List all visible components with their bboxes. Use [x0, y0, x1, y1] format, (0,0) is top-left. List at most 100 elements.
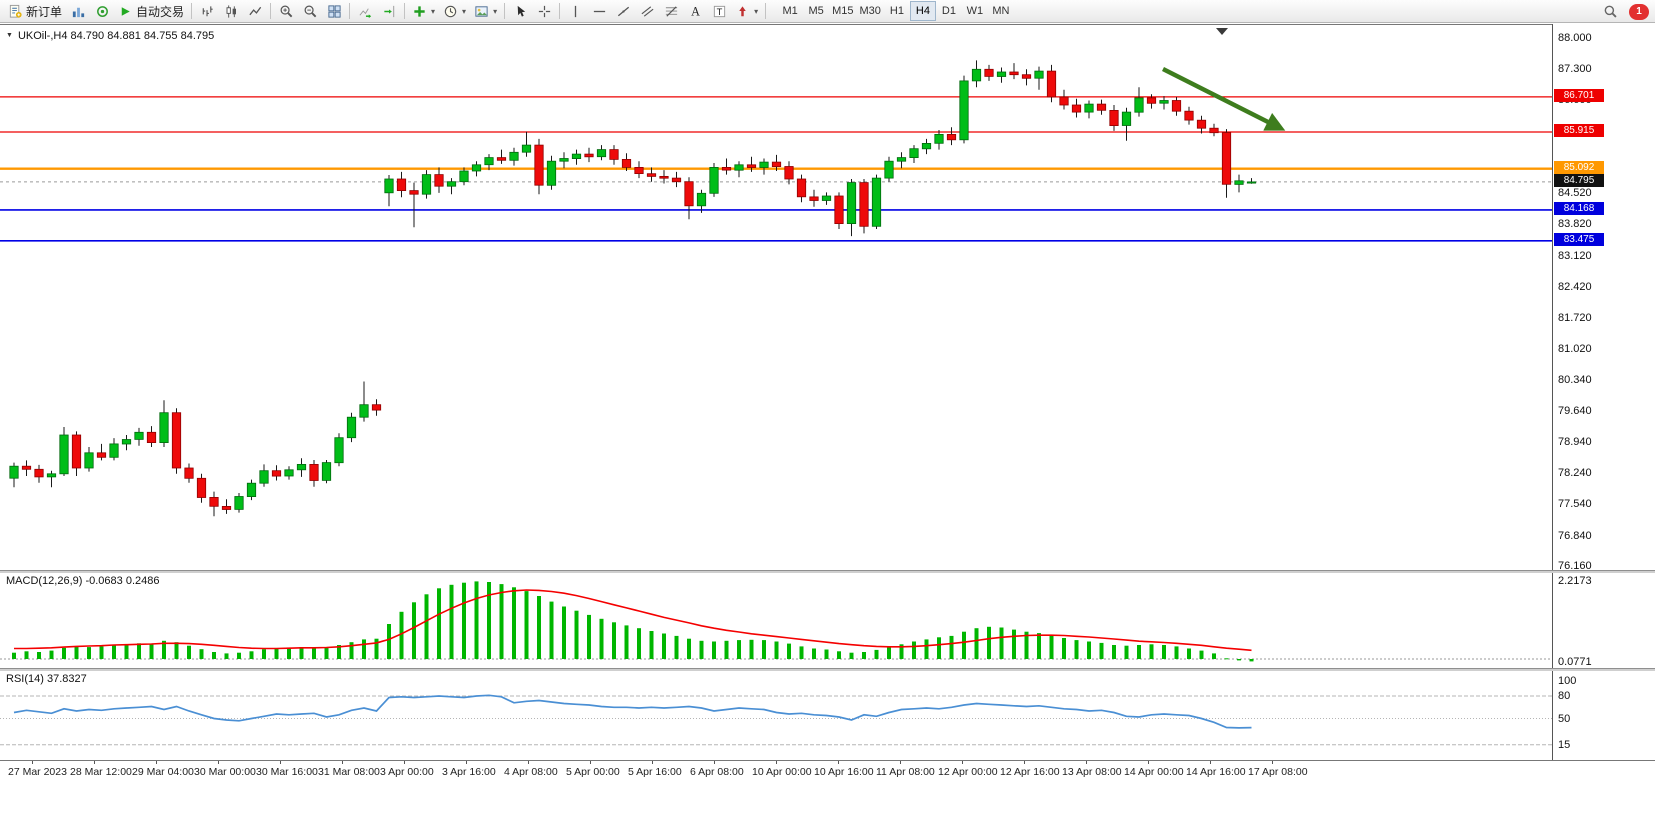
trendline-button[interactable]	[611, 1, 635, 21]
support-line-badge[interactable]: 83.475	[1554, 233, 1604, 246]
timeframe-m15[interactable]: M15	[829, 1, 856, 21]
candles-layer	[9, 60, 1257, 517]
support-line-badge[interactable]: 84.168	[1554, 202, 1604, 215]
rsi-axis-label: 100	[1558, 675, 1577, 687]
new-order-button-label: 新订单	[26, 4, 63, 19]
time-axis-label: 14 Apr 16:00	[1186, 766, 1246, 778]
macd-indicator-pane: MACD(12,26,9) -0.0683 0.2486	[0, 572, 1552, 670]
time-axis-label: 10 Apr 16:00	[814, 766, 874, 778]
vertical-line-icon	[574, 5, 576, 17]
crosshair-button[interactable]	[532, 1, 556, 21]
equidistant-channel-button[interactable]	[635, 1, 659, 21]
clock-icon	[444, 5, 457, 17]
new-order-icon	[9, 4, 22, 18]
quote-dropdown-icon[interactable]	[6, 30, 13, 42]
time-axis-label: 30 Mar 00:00	[194, 766, 256, 778]
toolbar-separator	[765, 3, 767, 19]
periods-button[interactable]	[439, 1, 470, 21]
timeframe-mn[interactable]: MN	[988, 1, 1014, 21]
price-axis-label: 79.640	[1558, 405, 1592, 417]
price-axis-label: 83.820	[1558, 218, 1592, 230]
time-axis[interactable]: 27 Mar 2023 28 Mar 12:00 29 Mar 04:00 30 Ma…	[0, 760, 1655, 783]
time-axis-tick	[652, 761, 653, 764]
rsi-chart-canvas[interactable]	[0, 670, 1552, 760]
pane-separator[interactable]	[0, 570, 1655, 573]
pane-separator[interactable]	[0, 668, 1655, 671]
tile-windows-button[interactable]	[322, 1, 346, 21]
time-axis-tick	[342, 761, 343, 764]
toolbar-separator	[191, 3, 193, 19]
chart-shift-icon	[383, 5, 394, 17]
pivot-line-badge[interactable]: 85.092	[1554, 161, 1604, 174]
price-chart-pane: UKOil-,H4 84.790 84.881 84.755 84.795	[0, 24, 1552, 573]
time-axis-tick	[714, 761, 715, 764]
price-chart-canvas[interactable]	[0, 25, 1552, 573]
time-axis-label: 6 Apr 08:00	[690, 766, 744, 778]
rsi-axis-label: 50	[1558, 713, 1571, 725]
time-axis-tick	[94, 761, 95, 764]
bar-chart-icon	[202, 5, 213, 16]
timeframe-m1[interactable]: M1	[777, 1, 803, 21]
textbox-icon: T	[713, 5, 725, 17]
time-axis-label: 12 Apr 16:00	[1000, 766, 1060, 778]
time-axis-tick	[900, 761, 901, 764]
crosshair-icon	[538, 5, 550, 17]
chart-shift-marker-icon[interactable]	[1216, 28, 1228, 35]
notification-badge[interactable]: 1	[1629, 3, 1649, 20]
price-axis-label: 87.300	[1558, 63, 1592, 75]
chart-shift-button[interactable]	[377, 1, 401, 21]
candlestick-chart-button[interactable]	[219, 1, 243, 21]
indicators-button[interactable]	[408, 1, 439, 21]
rsi-indicator-pane: RSI(14) 37.8327	[0, 670, 1552, 760]
toolbar-separator	[270, 3, 272, 19]
time-axis-tick	[776, 761, 777, 764]
macd-chart-canvas[interactable]	[0, 572, 1552, 670]
bid-price-badge[interactable]: 84.795	[1554, 174, 1604, 187]
auto-trading-button[interactable]: 自动交易	[114, 1, 188, 21]
arrows-button[interactable]	[731, 1, 762, 21]
timeframe-m5[interactable]: M5	[803, 1, 829, 21]
chart-search-button[interactable]	[1598, 2, 1622, 22]
search-icon	[1604, 5, 1617, 18]
zoom-in-button[interactable]	[274, 1, 298, 21]
fibonacci-button[interactable]	[659, 1, 683, 21]
arrows-icon	[739, 5, 746, 16]
bottom-spacer	[0, 782, 1655, 826]
time-axis-tick	[156, 761, 157, 764]
auto-scroll-button[interactable]	[353, 1, 377, 21]
market-watch-button[interactable]	[66, 1, 90, 21]
price-axis-label: 84.520	[1558, 187, 1592, 199]
new-order-button[interactable]: 新订单	[4, 1, 66, 21]
template-icon	[475, 5, 488, 17]
horizontal-line-icon	[593, 10, 605, 12]
price-axis-label: 80.340	[1558, 374, 1592, 386]
timeframe-h1[interactable]: H1	[884, 1, 910, 21]
text-box-button[interactable]: T	[707, 1, 731, 21]
resistance-line-badge[interactable]: 86.701	[1554, 89, 1604, 102]
time-axis-tick	[1148, 761, 1149, 764]
timeframe-h4[interactable]: H4	[909, 1, 936, 21]
bar-chart-button[interactable]	[195, 1, 219, 21]
horizontal-line-button[interactable]	[587, 1, 611, 21]
vertical-line-button[interactable]	[563, 1, 587, 21]
time-axis-label: 3 Apr 16:00	[442, 766, 496, 778]
templates-button[interactable]	[470, 1, 501, 21]
play-icon	[121, 6, 130, 16]
timeframe-d1[interactable]: D1	[936, 1, 962, 21]
time-axis-tick	[1086, 761, 1087, 764]
trend-arrow-annotation[interactable]	[1161, 66, 1286, 131]
line-chart-button[interactable]	[243, 1, 267, 21]
cursor-button[interactable]	[508, 1, 532, 21]
symbol-ohlc-label: UKOil-,H4 84.790 84.881 84.755 84.795	[6, 30, 214, 42]
timeframe-w1[interactable]: W1	[962, 1, 988, 21]
timeframe-m30[interactable]: M30	[857, 1, 884, 21]
resistance-line-badge[interactable]: 85.915	[1554, 124, 1604, 137]
text-label-button[interactable]: A	[683, 1, 707, 21]
rsi-line	[13, 694, 1252, 729]
price-axis-label: 82.420	[1558, 281, 1592, 293]
zoom-out-button[interactable]	[298, 1, 322, 21]
price-axis-label: 88.000	[1558, 32, 1592, 44]
svg-text:T: T	[716, 6, 722, 16]
signals-button[interactable]	[90, 1, 114, 21]
price-scale[interactable]: 88.00087.30086.60084.52083.82083.12082.4…	[1552, 24, 1655, 760]
